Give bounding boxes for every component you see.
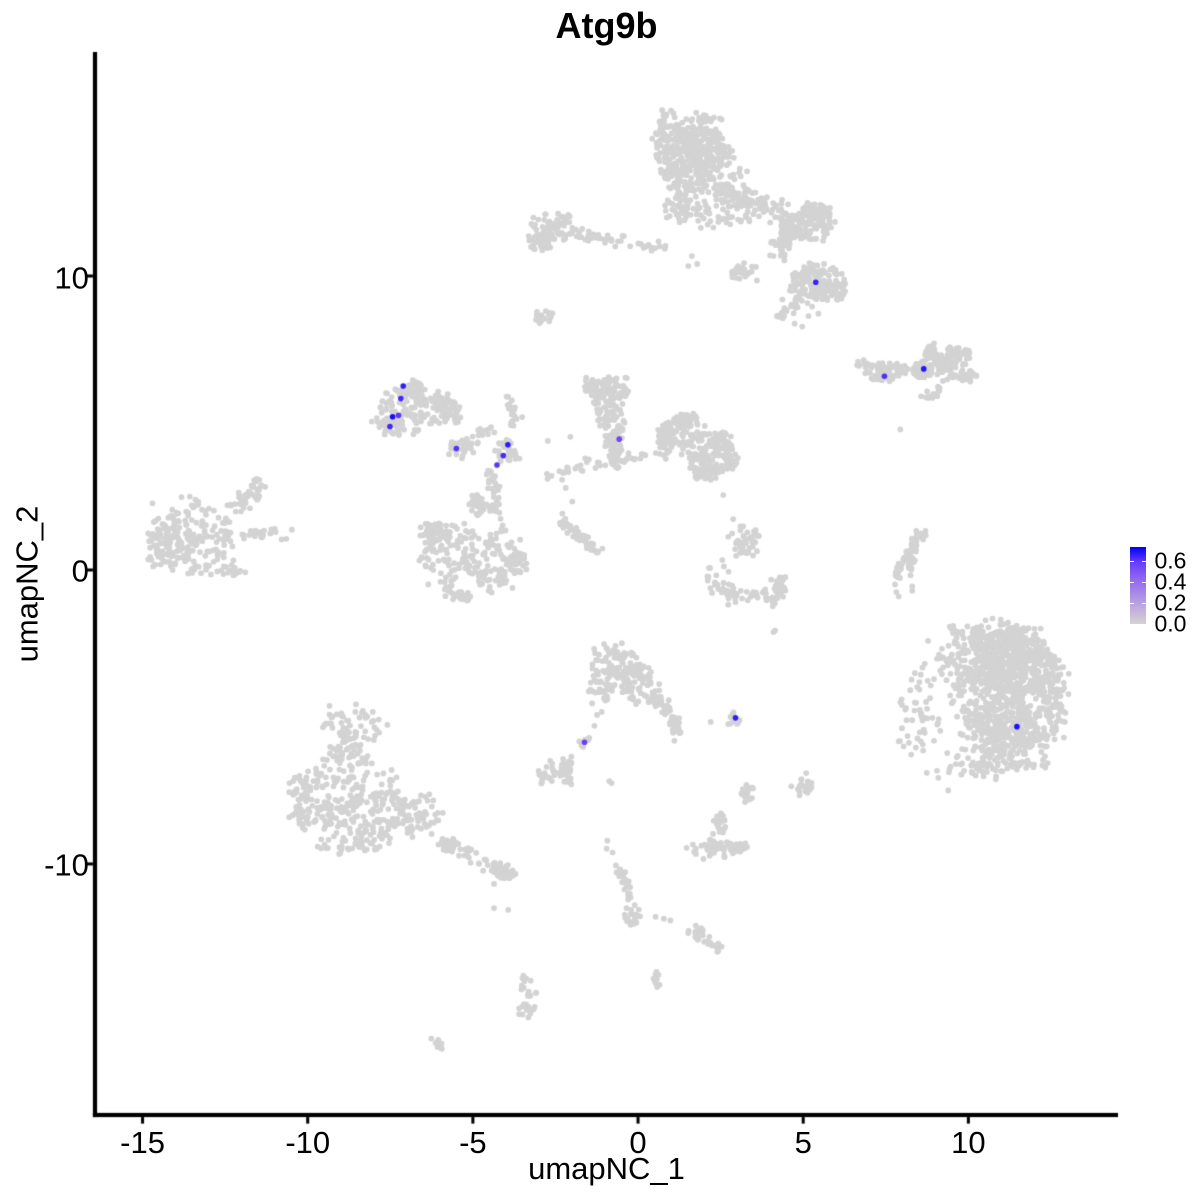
colorbar-tick [1141, 581, 1146, 583]
colorbar-label: 0.0 [1154, 610, 1187, 637]
colorbar-tick [1141, 560, 1146, 562]
colorbar-tick [1129, 581, 1134, 583]
colorbar-tick [1141, 602, 1146, 604]
colorbar-tick [1129, 602, 1134, 604]
x-tick-label: -5 [459, 1124, 487, 1160]
y-tick-label: -10 [44, 847, 89, 883]
y-axis-title: umapNC_2 [9, 505, 45, 662]
colorbar-gradient [1129, 547, 1146, 624]
colorbar-label: 0.6 [1154, 547, 1187, 574]
x-tick-label: 5 [794, 1124, 812, 1160]
plot-title: Atg9b [555, 5, 658, 46]
x-tick-label: 10 [951, 1124, 986, 1160]
colorbar-label: 0.2 [1154, 589, 1187, 616]
x-tick-label: 0 [629, 1124, 647, 1160]
y-tick-label: 10 [54, 260, 89, 295]
x-tick-label: -10 [285, 1124, 331, 1160]
x-tick-label: -15 [120, 1124, 165, 1160]
colorbar-tick [1129, 560, 1134, 562]
x-axis-title: umapNC_1 [528, 1151, 685, 1186]
colorbar-label: 0.4 [1154, 568, 1187, 595]
y-tick-label: 0 [71, 553, 89, 589]
